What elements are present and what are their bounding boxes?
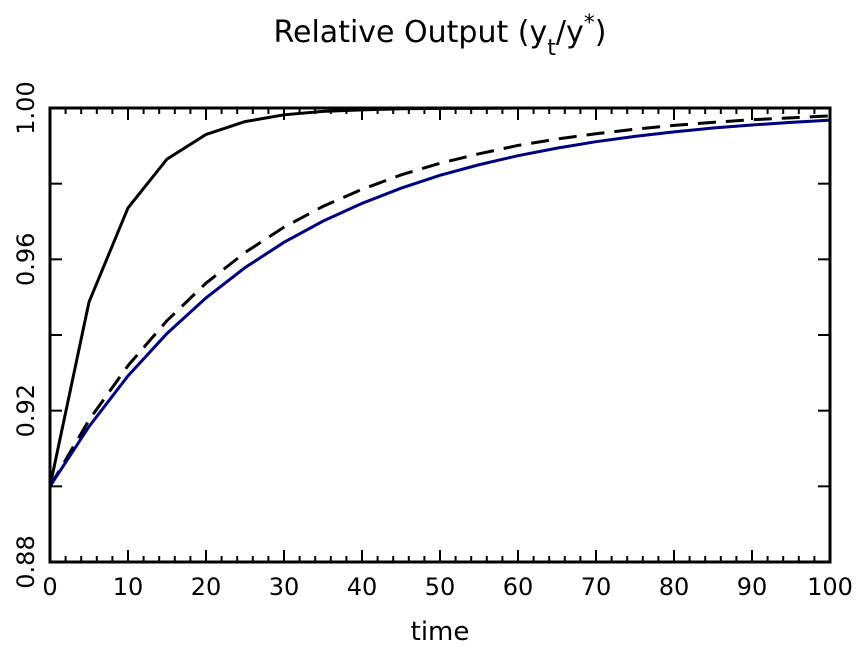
x-tick-label: 10 (113, 573, 144, 601)
y-tick-label: 0.92 (12, 384, 40, 437)
x-tick-label: 70 (581, 573, 612, 601)
x-tick-label: 80 (659, 573, 690, 601)
title-part: * (584, 11, 595, 36)
x-tick-label: 0 (42, 573, 57, 601)
line-series (48, 114, 831, 488)
line-series (48, 106, 830, 487)
y-tick-label: 1.00 (12, 81, 40, 134)
title-part: t (547, 36, 556, 61)
title-part: ) (595, 15, 607, 50)
x-tick-label: 100 (807, 573, 853, 601)
x-tick-label: 40 (347, 573, 378, 601)
title-part: /y (556, 15, 584, 50)
x-tick-label: 20 (191, 573, 222, 601)
x-tick-label: 50 (425, 573, 456, 601)
x-tick-label: 30 (269, 573, 300, 601)
title-part: Relative Output (y (274, 15, 548, 50)
x-tick-label: 90 (737, 573, 768, 601)
chart-title: Relative Output (yt/y*) (274, 11, 607, 61)
x-axis-label: time (411, 617, 470, 647)
x-tick-label: 60 (503, 573, 534, 601)
y-tick-label: 0.96 (12, 233, 40, 286)
line-series (48, 118, 831, 488)
y-tick-label: 0.88 (12, 535, 40, 588)
